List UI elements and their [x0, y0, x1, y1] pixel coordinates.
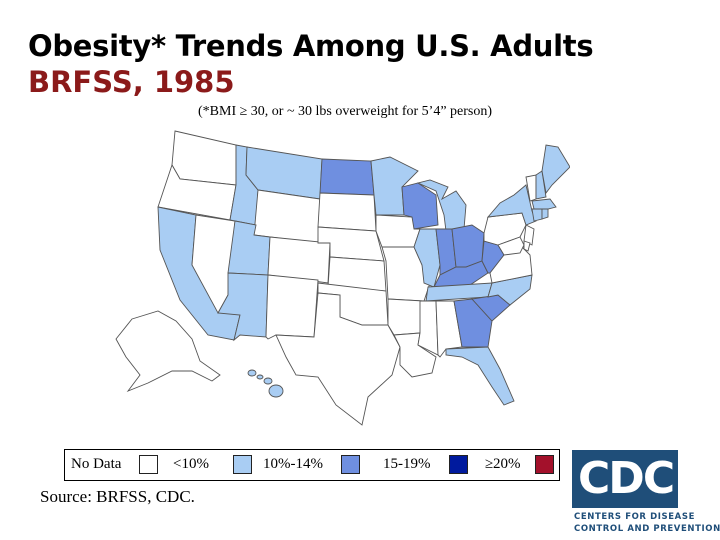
state-WA	[171, 130, 237, 186]
us-map-svg	[115, 130, 570, 426]
legend-swatch-no-data	[139, 455, 158, 474]
state-TX	[275, 292, 401, 426]
legend: No Data <10% 10%-14% 15-19% ≥ 20%	[64, 449, 560, 481]
state-FL	[445, 346, 515, 406]
legend-swatch-lt10	[233, 455, 252, 474]
cdc-logo: CDC CENTERS FOR DISEASE CONTROL AND PREV…	[572, 450, 720, 536]
page-title: Obesity* Trends Among U.S. Adults	[28, 29, 594, 63]
state-SD	[317, 192, 377, 232]
state-NJ	[523, 224, 535, 246]
hawaii-island-1	[247, 369, 257, 377]
cdc-logo-line-1: CENTERS FOR DISEASE	[574, 512, 695, 522]
state-WI	[401, 182, 439, 230]
state-MD	[497, 236, 525, 256]
state-WY	[253, 189, 321, 244]
state-ND	[319, 158, 375, 196]
state-AR	[387, 298, 425, 336]
state-NM	[265, 274, 319, 340]
cdc-logo-mark: CDC	[572, 450, 678, 508]
legend-label-no-data: No Data	[71, 456, 122, 472]
legend-label-15-19: 15-19%	[383, 456, 431, 472]
state-MA	[531, 198, 557, 210]
state-DE	[523, 240, 531, 252]
legend-label-20: 20%	[493, 456, 521, 472]
legend-swatch-20	[535, 455, 554, 474]
hawaii-island-2	[256, 374, 264, 380]
us-map	[100, 125, 570, 450]
legend-swatch-10-14	[341, 455, 360, 474]
state-RI	[541, 208, 549, 220]
legend-label-lt10: <10%	[173, 456, 209, 472]
hawaii-island-3	[263, 377, 273, 385]
state-ME	[541, 144, 570, 195]
bmi-footnote: (*BMI ≥ 30, or ~ 30 lbs overweight for 5…	[198, 104, 493, 119]
hawaii-island-4	[268, 384, 284, 398]
state-AK	[115, 310, 221, 393]
source-note: Source: BRFSS, CDC.	[40, 487, 195, 506]
legend-label-10-14: 10%-14%	[263, 456, 323, 472]
state-MI	[416, 179, 467, 232]
state-HI	[247, 369, 284, 398]
page-subtitle: BRFSS, 1985	[28, 65, 235, 99]
state-CT	[531, 208, 543, 222]
state-OH	[451, 224, 485, 268]
state-MS	[417, 300, 439, 356]
legend-swatch-15-19	[449, 455, 468, 474]
state-NH	[535, 170, 547, 200]
cdc-logo-text: CDC	[578, 453, 675, 504]
cdc-logo-line-2: CONTROL AND PREVENTION	[574, 524, 720, 534]
legend-symbol-20: ≥	[485, 456, 494, 472]
